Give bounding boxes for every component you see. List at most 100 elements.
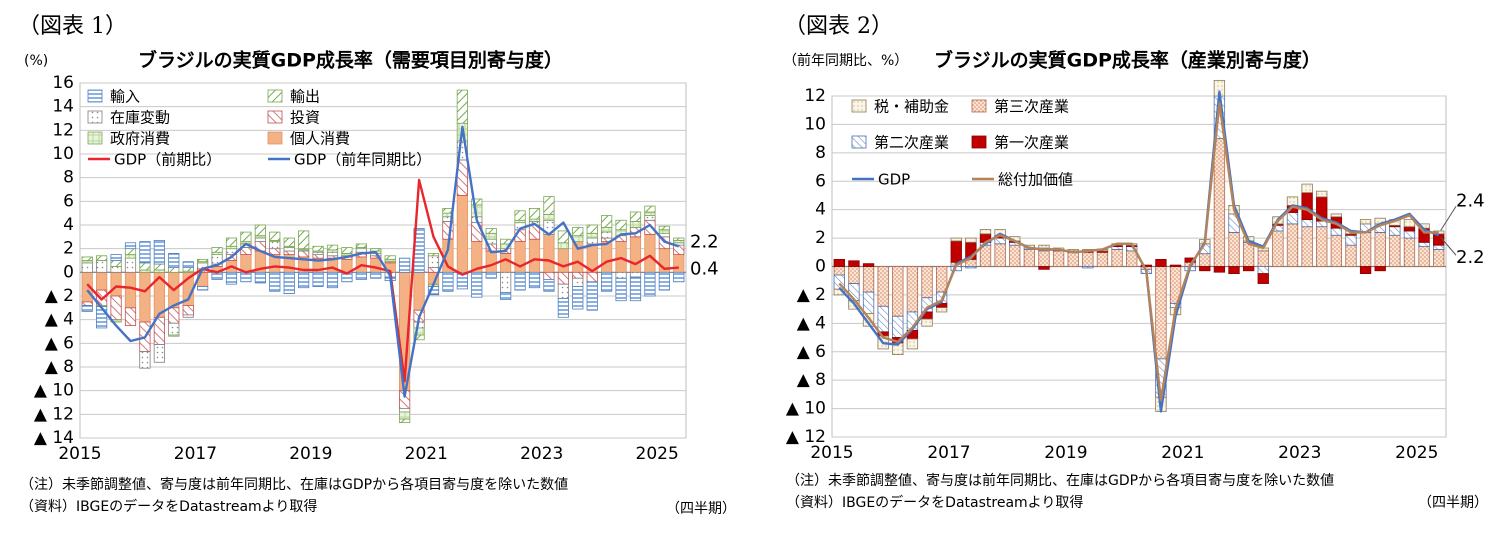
fig1-bar-s2: [96, 260, 108, 273]
fig1-bar-s2: [153, 344, 165, 363]
fig2-bar-s3: [979, 229, 992, 235]
fig1-bar-s5: [269, 271, 281, 292]
fig2-caption: （図表 2）: [784, 14, 893, 39]
fig2-bar-s1: [877, 305, 889, 333]
fig1-bar-s0: [110, 271, 122, 297]
fig1-bar-s5: [110, 254, 122, 261]
fig2-legend-label: 第三次産業: [994, 98, 1069, 116]
fig1-bar-s5: [326, 271, 339, 289]
fig2-legend-label: 税・補助金: [874, 98, 949, 116]
fig1-bar-s4: [557, 230, 569, 244]
fig1-bar-s2: [615, 271, 627, 279]
fig2-bar-s1: [862, 291, 875, 314]
fig2-bar-s0: [1403, 237, 1416, 267]
fig1-bar-s4: [471, 198, 483, 206]
fig2-bar-s0: [1316, 226, 1328, 267]
fig2-legend-swatch: [851, 135, 867, 149]
fig2-bar-s2: [1199, 266, 1211, 272]
fig1-bar-s1: [269, 248, 281, 255]
fig2-bar-s1: [1389, 226, 1401, 236]
fig2-ytick-label: 10: [804, 114, 826, 134]
fig2-bar-s0: [994, 243, 1006, 267]
fig1-bar-s4: [341, 247, 353, 254]
fig2-bar-s3: [1316, 190, 1328, 198]
fig1-bar-s4: [427, 252, 440, 257]
fig1-bar-s5: [283, 271, 295, 295]
fig2-bar-s0: [1067, 251, 1079, 267]
fig2-xlabel: （四半期）: [1418, 495, 1488, 511]
fig2-xtick-label: 2023: [1278, 443, 1321, 463]
fig1-bar-s1: [110, 295, 122, 321]
fig1-bar-s2: [326, 251, 339, 257]
fig1-bar-s0: [572, 241, 584, 273]
fig2-legend-label: 総付加価値: [998, 171, 1073, 189]
fig1-legend-label: 在庫変動: [110, 109, 170, 127]
fig1-bar-s5: [601, 271, 613, 292]
fig1-xtick-label: 2015: [58, 444, 101, 464]
fig2-ytick-label: 6: [815, 171, 826, 191]
fig2-xtick-label: 2025: [1395, 443, 1438, 463]
fig1-bar-s2: [182, 314, 194, 318]
fig2-bar-s0: [1359, 231, 1372, 267]
fig2-bar-s3: [1330, 213, 1343, 218]
fig1-legend-label: 投資: [290, 109, 320, 127]
fig1-xtick-label: 2023: [520, 444, 563, 464]
fig1-bar-s5: [658, 271, 670, 291]
fig2-title: ブラジルの実質GDP成長率（産業別寄与度）: [934, 49, 1321, 72]
fig1-bar-s4: [370, 248, 382, 252]
fig1-bar-s5: [399, 257, 411, 273]
fig1-bar-s5: [139, 241, 151, 264]
fig1-bar-s2: [399, 408, 411, 413]
fig1-bar-s2: [269, 241, 281, 250]
fig2-bar-s0: [1345, 244, 1357, 267]
fig2-xtick-label: 2017: [927, 443, 970, 463]
fig2-bar-s3: [921, 318, 933, 327]
fig1-bar-s2: [254, 237, 266, 242]
fig1-bar-s5: [254, 271, 266, 284]
fig2-end-label: 2.2: [1456, 247, 1485, 268]
fig2-bar-s0: [1389, 234, 1401, 267]
fig1-bar-s2: [557, 283, 569, 299]
fig1-bar-s5: [500, 292, 512, 300]
fig2-ytick-label: 8: [815, 143, 826, 163]
fig1-bar-s4: [673, 237, 685, 241]
fig1-bar-s4: [254, 224, 266, 237]
fig1-ytick-label: 6: [63, 191, 74, 211]
fig1-bar-s4: [384, 255, 396, 260]
fig2-legend-label: GDP: [878, 171, 910, 189]
fig1-bar-s0: [644, 234, 656, 273]
fig2-bar-s0: [1096, 251, 1109, 267]
fig1-bar-s1: [182, 305, 194, 316]
fig2-leader-line: [1440, 236, 1457, 256]
fig1-xtick-label: 2017: [174, 444, 217, 464]
fig1-bar-s3: [168, 334, 180, 337]
fig1-bar-s0: [557, 248, 569, 273]
fig1-ytick-label: ▲ 14: [34, 428, 74, 448]
fig1-legend-swatch: [267, 110, 283, 124]
fig1-bar-s5: [572, 286, 584, 310]
fig2-bar-s3: [965, 237, 977, 243]
fig1-legend-swatch: [87, 110, 103, 124]
fig1-bar-s4: [139, 262, 151, 271]
fig1-bar-s5: [557, 297, 569, 318]
fig1-bar-s0: [528, 238, 541, 273]
fig2-bar-s2: [862, 263, 875, 267]
fig1-legend-label: 輸入: [110, 88, 140, 106]
fig2-source: （資料）IBGEのデータをDatastreamより取得: [786, 495, 1084, 511]
fig2-bar-s1: [1257, 266, 1269, 275]
fig1-legend-swatch: [267, 89, 283, 103]
fig1-note: （注）未季節調整値、寄与度は前年同期比、在庫はGDPから各項目寄与度を除いた数値: [20, 477, 569, 493]
fig2-bar-s2: [1257, 273, 1269, 284]
fig2-bar-s2: [1403, 226, 1416, 232]
fig1-bar-s1: [572, 271, 584, 279]
fig1-bar-s4: [572, 226, 584, 237]
fig1-bar-s3: [658, 229, 670, 234]
fig1-ytick-label: 8: [63, 168, 74, 188]
fig2-note: （注）未季節調整値、寄与度は前年同期比、在庫はGDPから各項目寄与度を除いた数値: [786, 473, 1335, 489]
fig1-bar-s1: [298, 250, 310, 258]
fig2-bar-s0: [1126, 250, 1138, 267]
fig1-ytick-label: ▲ 4: [45, 310, 74, 330]
fig2-bar-s0: [1330, 234, 1343, 267]
fig2-ytick-label: 2: [815, 228, 826, 248]
